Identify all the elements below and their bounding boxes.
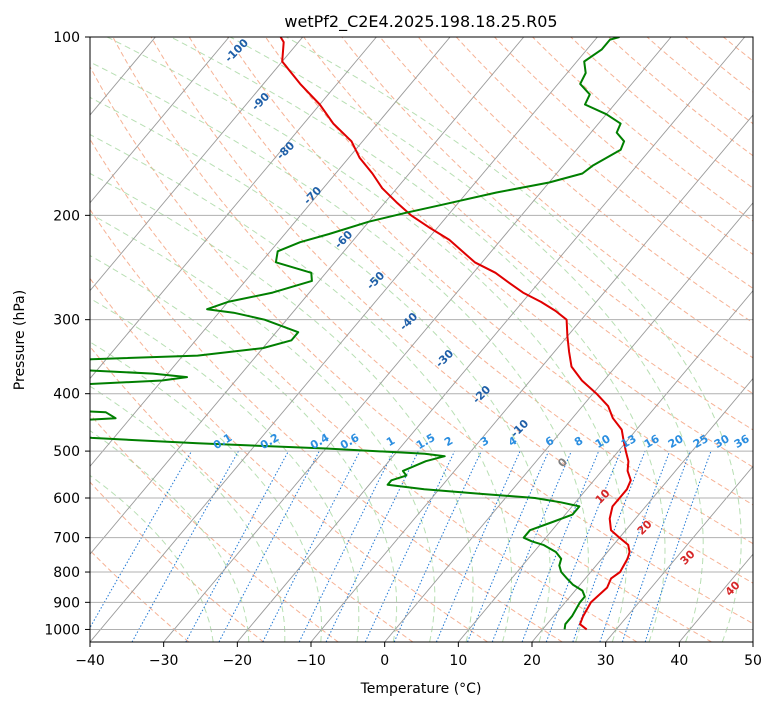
x-tick-label: 50 — [744, 653, 762, 669]
mixing-ratio-line — [621, 450, 691, 642]
isotherm-line — [236, 37, 746, 642]
isotherm-line — [90, 37, 525, 555]
dry-adiabat-line — [341, 37, 753, 395]
mixing-ratio-line — [364, 450, 456, 642]
isotherm-line — [605, 465, 753, 642]
moist-adiabat-line — [90, 254, 398, 642]
y-tick-label: 900 — [53, 595, 80, 611]
isotherm-line — [752, 641, 753, 642]
background-lines — [0, 37, 775, 642]
isotherm-line — [90, 37, 230, 204]
plot-background — [90, 37, 753, 642]
x-tick-label: 0 — [380, 653, 389, 669]
mixing-ratio-line — [262, 450, 361, 642]
moist-adiabat-line — [90, 213, 436, 642]
dewpoint-profile-line — [90, 37, 626, 630]
chart-title: wetPf2_C2E4.2025.198.18.25.R05 — [284, 12, 557, 32]
x-tick-label: 20 — [523, 653, 541, 669]
moist-adiabat-line — [90, 61, 589, 642]
temperature-profile-line — [279, 37, 632, 631]
moist-adiabat-line — [90, 96, 551, 642]
dry-adiabat-line — [150, 37, 753, 584]
isotherm-line — [90, 37, 598, 642]
dry-adiabat-line — [90, 65, 712, 642]
moist-adiabat-line — [106, 37, 628, 642]
mixing-ratio-line — [467, 450, 550, 642]
y-tick-label: 1000 — [44, 622, 80, 638]
axes-group: −40 −30 −20 −10 0 10 20 30 40 50 100 200 300 400 500 60… — [44, 30, 762, 669]
mixing-ratio-line — [435, 450, 521, 642]
dry-adiabat-line — [570, 37, 753, 189]
moist-adiabat-line — [90, 341, 322, 642]
moist-adiabat-line — [90, 134, 512, 642]
y-tick-label: 400 — [53, 387, 80, 403]
y-tick-label: 300 — [53, 313, 80, 329]
y-axis-label: Pressure (hPa) — [12, 290, 28, 390]
isotherm-line — [163, 37, 672, 642]
isotherm-line — [457, 289, 753, 642]
moist-adiabat-line — [90, 172, 474, 642]
moist-adiabat-line — [170, 37, 666, 642]
dry-adiabat-line — [417, 37, 753, 324]
dry-adiabat-line — [112, 37, 753, 625]
moist-adiabat-line — [90, 297, 360, 642]
dry-adiabat-line — [303, 37, 753, 431]
mixing-ratio-line — [185, 450, 289, 642]
x-tick-label: 30 — [597, 653, 615, 669]
moist-adiabat-line — [229, 37, 704, 642]
dry-adiabat-line — [90, 138, 638, 642]
dry-adiabat-line — [762, 37, 775, 642]
mixing-ratio-line — [644, 450, 712, 642]
isotherm-line — [90, 37, 377, 380]
y-tick-label: 800 — [53, 565, 80, 581]
dry-adiabat-line — [379, 37, 753, 359]
isotherm-line — [90, 37, 304, 292]
x-tick-label: 40 — [670, 653, 688, 669]
mixing-ratio-line — [521, 450, 600, 642]
isotherm-line — [384, 202, 753, 642]
y-tick-label: 700 — [53, 531, 80, 547]
y-tick-label: 100 — [53, 30, 80, 46]
dry-adiabat-line — [494, 37, 753, 255]
mixing-ratio-line — [545, 450, 622, 642]
moist-adiabat-line — [285, 37, 742, 642]
x-tick-label: 10 — [449, 653, 467, 669]
x-tick-label: −10 — [296, 653, 326, 669]
isotherm-line — [310, 114, 753, 642]
dry-adiabat-line — [90, 208, 563, 642]
y-tick-label: 200 — [53, 208, 80, 224]
plot-frame — [89, 36, 754, 643]
mixing-ratio-line — [218, 450, 320, 642]
series-group — [90, 37, 632, 631]
isotherm-line — [531, 377, 753, 642]
dry-adiabat-line — [90, 481, 264, 642]
y-tick-label: 600 — [53, 491, 80, 507]
x-axis-label: Temperature (°C) — [360, 681, 482, 697]
dry-adiabat-line — [226, 37, 753, 506]
y-tick-label: 500 — [53, 444, 80, 460]
dry-adiabat-line — [188, 37, 753, 545]
x-tick-label: −20 — [223, 653, 253, 669]
mixing-ratio-line — [599, 450, 671, 642]
moist-adiabat-line — [90, 474, 214, 642]
isotherm-line — [90, 37, 451, 468]
isotherm-line — [0, 37, 8, 642]
x-tick-label: −40 — [75, 653, 105, 669]
x-tick-label: −30 — [149, 653, 179, 669]
